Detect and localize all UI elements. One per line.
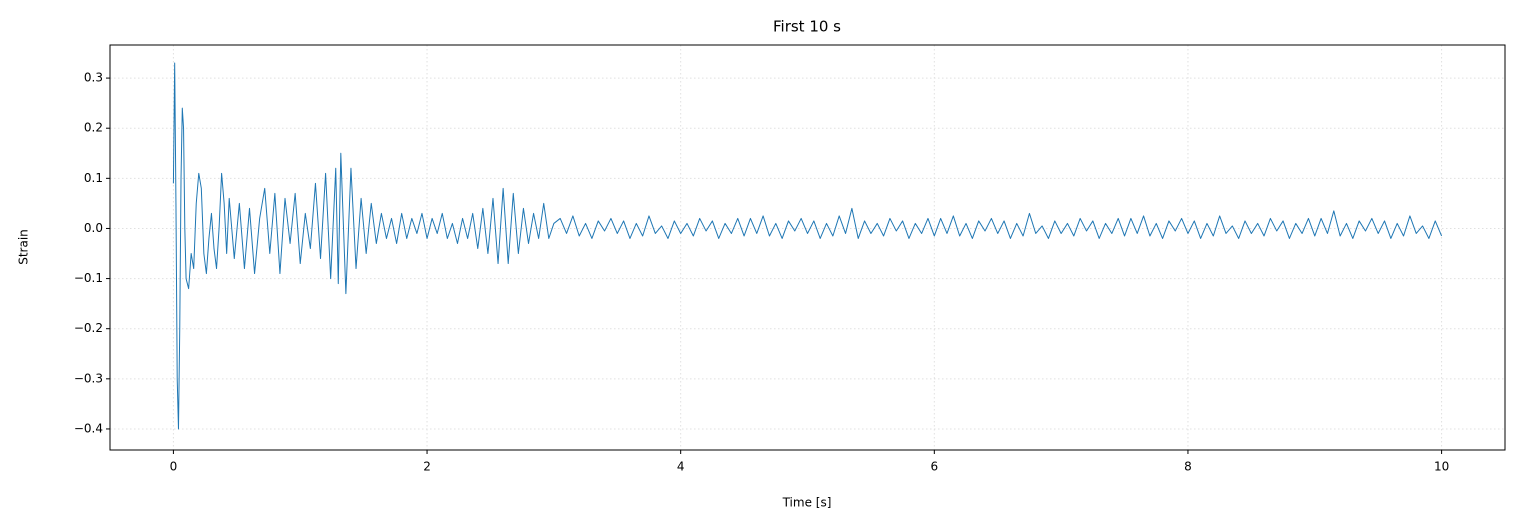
x-tick-label: 10	[1434, 460, 1449, 474]
data-line	[172, 62, 1443, 430]
y-tick-label: 0.1	[84, 171, 103, 185]
x-axis-label: Time [s]	[782, 496, 832, 510]
y-tick-label: −0.3	[74, 371, 103, 385]
y-tick-label: −0.2	[74, 321, 103, 335]
y-tick-label: −0.1	[74, 271, 103, 285]
y-tick-label: 0.3	[84, 71, 103, 85]
plot-frame	[109, 44, 1506, 451]
chart-title: First 10 s	[773, 18, 841, 36]
y-tick-label: 0.0	[84, 221, 103, 235]
x-tick-label: 6	[930, 460, 938, 474]
y-axis-label: Strain	[17, 229, 31, 265]
y-tick-label: 0.2	[84, 121, 103, 135]
x-tick-label: 0	[170, 460, 178, 474]
x-tick-label: 8	[1184, 460, 1192, 474]
y-tick-label: −0.4	[74, 421, 103, 435]
x-tick-label: 4	[677, 460, 685, 474]
x-tick-label: 2	[423, 460, 431, 474]
